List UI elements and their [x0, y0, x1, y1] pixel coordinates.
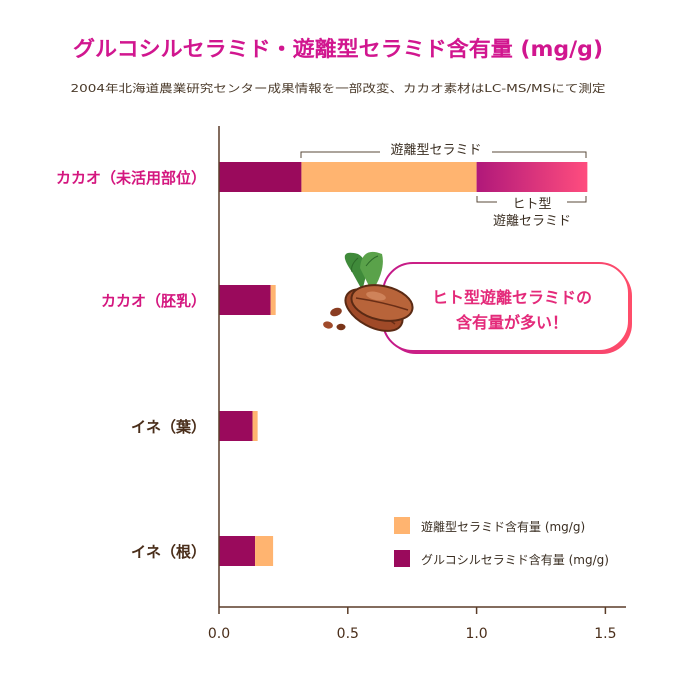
bar-glucosylceramide	[219, 162, 302, 192]
bar-glucosylceramide	[219, 411, 253, 441]
human-type-bracket: ヒト型 遊離セラミド	[476, 196, 587, 229]
bar-glucosylceramide	[219, 536, 256, 566]
callout-text-2: 含有量が多い！	[456, 313, 568, 332]
x-tick-label: 1.0	[465, 626, 487, 642]
bar-free-ceramide	[270, 285, 276, 315]
legend-swatch	[394, 550, 410, 567]
x-tick-label: 0.0	[208, 626, 230, 642]
category-label: カカオ（胚乳）	[101, 292, 206, 310]
category-label: イネ（根）	[131, 543, 206, 561]
bar-free-ceramide	[255, 536, 274, 566]
free-ceramide-bracket-label: 遊離型セラミド	[390, 143, 481, 158]
bars-layer: カカオ（未活用部位） カカオ（胚乳） イネ（葉） イネ（根）	[56, 162, 588, 566]
bar-human-type-free-ceramide	[476, 162, 588, 192]
legend-label: 遊離型セラミド含有量 (mg/g)	[421, 519, 585, 534]
human-type-label-2: 遊離セラミド	[493, 214, 571, 229]
category-label: イネ（葉）	[131, 418, 206, 436]
free-ceramide-bracket: 遊離型セラミド	[300, 140, 587, 158]
human-type-label-1: ヒト型	[512, 197, 551, 212]
legend-label: グルコシルセラミド含有量 (mg/g)	[421, 552, 609, 567]
x-tick-label: 0.5	[337, 626, 359, 642]
legend-swatch	[394, 517, 410, 534]
legend: 遊離型セラミド含有量 (mg/g) グルコシルセラミド含有量 (mg/g)	[394, 517, 609, 567]
ticks-layer: 0.0 0.5 1.0 1.5	[208, 607, 617, 642]
cacao-beans-illustration	[323, 251, 414, 332]
chart-subtitle: 2004年北海道農業研究センター成果情報を一部改変、カカオ素材はLC-MS/MS…	[71, 81, 606, 95]
category-label: カカオ（未活用部位）	[56, 169, 206, 187]
x-tick-label: 1.5	[594, 626, 616, 642]
bar-free-ceramide	[301, 162, 477, 192]
bar-glucosylceramide	[219, 285, 271, 315]
chart-title: グルコシルセラミド・遊離型セラミド含有量 (mg/g)	[73, 37, 603, 61]
bar-free-ceramide	[252, 411, 258, 441]
callout-text-1: ヒト型遊離セラミドの	[432, 288, 592, 307]
callout-bubble: ヒト型遊離セラミドの 含有量が多い！	[382, 262, 632, 354]
